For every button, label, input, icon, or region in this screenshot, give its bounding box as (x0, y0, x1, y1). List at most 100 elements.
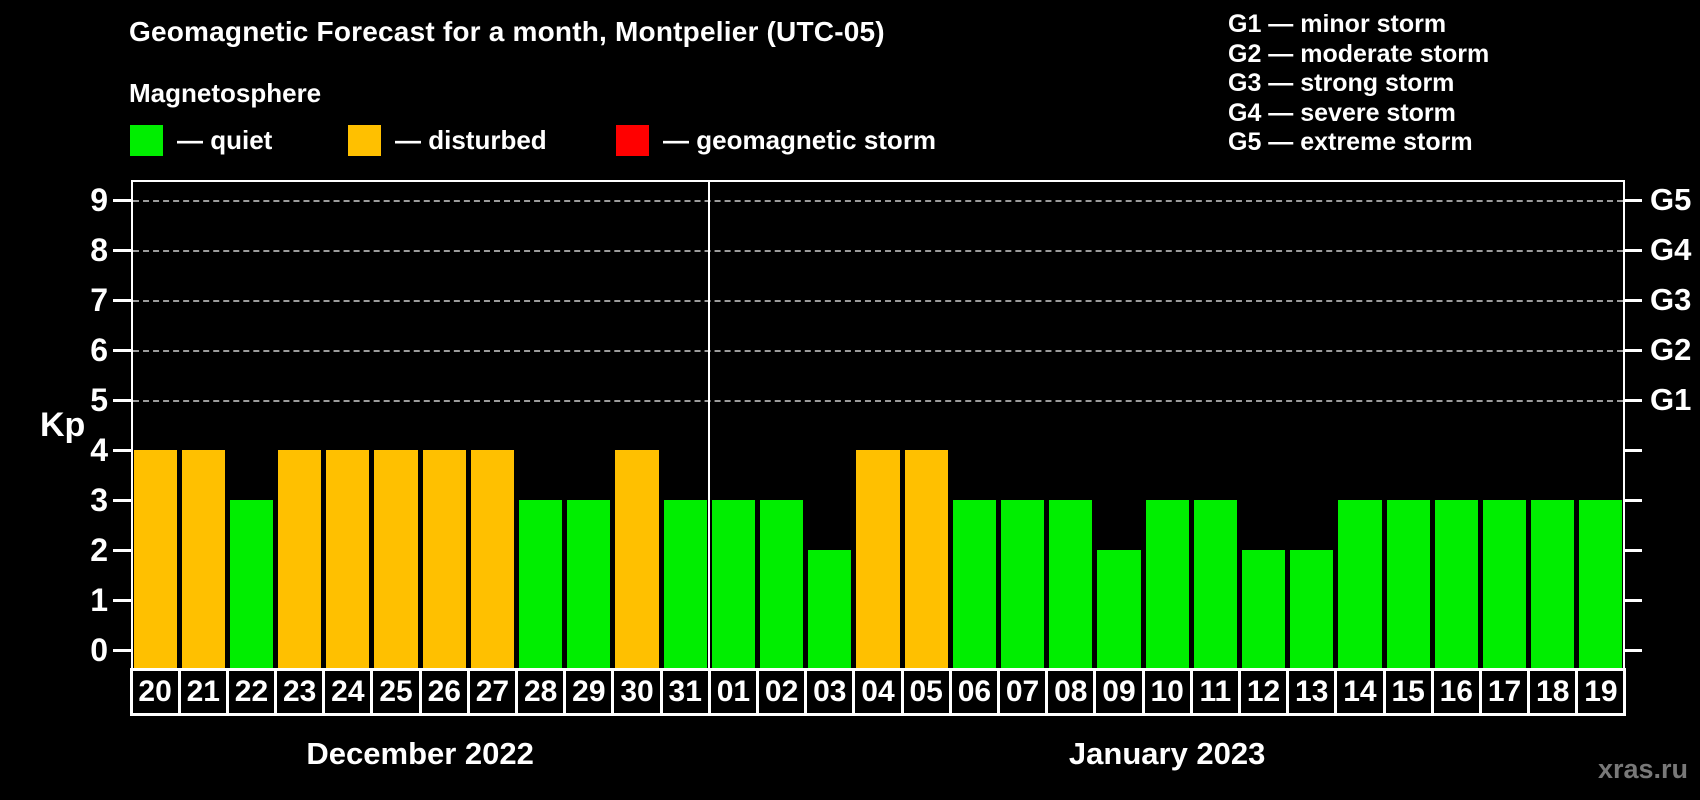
kp-bar-02 (760, 500, 804, 668)
day-label-29: 29 (563, 668, 615, 716)
watermark: xras.ru (1597, 754, 1688, 784)
y-tick-right-6 (1625, 349, 1642, 352)
kp-bar-14 (1338, 500, 1382, 668)
kp-bar-17 (1482, 500, 1527, 668)
y-tick-right-2 (1625, 549, 1642, 552)
day-label-21: 21 (177, 668, 229, 716)
legend: — quiet — disturbed — geomagnetic storm (0, 122, 1700, 162)
day-label-19: 19 (1575, 668, 1627, 716)
kp-bar-16 (1434, 500, 1478, 668)
legend-item-quiet: — quiet (130, 122, 272, 158)
gridline-kp6 (133, 350, 1623, 352)
y-tick-label-7: 7 (90, 281, 108, 318)
y-tick-label-5: 5 (90, 381, 108, 418)
kp-bar-12 (1241, 550, 1286, 668)
y-axis-label: Kp (40, 406, 86, 444)
y-tick-left-6 (113, 349, 131, 352)
g-legend-line-3: G3 — strong storm (1228, 69, 1455, 97)
day-label-14: 14 (1334, 668, 1386, 716)
y-tick-left-3 (113, 499, 131, 502)
y-tick-label-9: 9 (90, 181, 108, 218)
day-label-31: 31 (659, 668, 711, 716)
gridline-kp8 (133, 250, 1623, 252)
gridline-kp5 (133, 400, 1623, 402)
kp-bar-21 (181, 450, 225, 668)
page-title: Geomagnetic Forecast for a month, Montpe… (129, 16, 885, 47)
y-tick-left-1 (113, 599, 131, 602)
day-label-10: 10 (1141, 668, 1193, 716)
g-scale-legend: G1 — minor storm G2 — moderate storm G3 … (1228, 10, 1489, 158)
kp-bar-13 (1290, 550, 1334, 668)
day-label-23: 23 (274, 668, 326, 716)
kp-bar-05 (904, 450, 948, 668)
kp-bar-31 (663, 500, 707, 668)
kp-bar-22 (229, 500, 274, 668)
y-tick-label-4: 4 (90, 431, 108, 468)
y-tick-right-1 (1625, 599, 1642, 602)
day-label-24: 24 (322, 668, 374, 716)
kp-bar-09 (1097, 550, 1141, 668)
day-label-04: 04 (852, 668, 904, 716)
legend-item-disturbed: — disturbed (348, 122, 547, 158)
y-tick-left-4 (113, 449, 131, 452)
day-label-28: 28 (515, 668, 567, 716)
disturbed-swatch-icon (348, 124, 381, 156)
day-label-08: 08 (1045, 668, 1097, 716)
y-tick-label-6: 6 (90, 331, 108, 368)
kp-bar-27 (470, 450, 515, 668)
y-tick-right-0 (1625, 649, 1642, 652)
quiet-swatch-icon (130, 124, 163, 156)
kp-bar-28 (519, 500, 563, 668)
legend-item-storm: — geomagnetic storm (616, 122, 936, 158)
gridline-kp9 (133, 200, 1623, 202)
kp-bar-20 (133, 450, 177, 668)
day-label-18: 18 (1527, 668, 1579, 716)
day-label-16: 16 (1430, 668, 1482, 716)
legend-label-storm: — geomagnetic storm (663, 124, 937, 155)
y-tick-right-3 (1625, 499, 1642, 502)
storm-swatch-icon (616, 124, 649, 156)
kp-bar-23 (278, 450, 322, 668)
y-tick-right-8 (1625, 249, 1642, 252)
chart-subtitle: Magnetosphere (129, 78, 322, 108)
kp-bar-25 (374, 450, 418, 668)
y-tick-left-2 (113, 549, 131, 552)
g-axis-label-G4: G4 (1650, 232, 1692, 267)
day-label-09: 09 (1093, 668, 1145, 716)
gridline-kp7 (133, 300, 1623, 302)
day-label-20: 20 (129, 668, 181, 716)
kp-bar-03 (808, 550, 852, 668)
g-axis-label-G2: G2 (1650, 332, 1692, 367)
plot-area (131, 180, 1625, 668)
day-label-27: 27 (466, 668, 519, 716)
kp-bar-24 (326, 450, 370, 668)
y-tick-label-2: 2 (90, 531, 108, 568)
day-label-05: 05 (900, 668, 952, 716)
kp-bar-26 (422, 450, 466, 668)
kp-bar-11 (1193, 500, 1237, 668)
g-axis-label-G5: G5 (1650, 182, 1692, 217)
month-divider (708, 180, 711, 668)
day-label-01: 01 (707, 668, 759, 716)
g-legend-line-4: G4 — severe storm (1228, 98, 1456, 127)
kp-bar-18 (1531, 500, 1575, 668)
day-label-26: 26 (418, 668, 470, 716)
legend-label-disturbed: — disturbed (395, 124, 547, 155)
kp-bar-19 (1579, 500, 1623, 668)
kp-bar-29 (567, 500, 611, 668)
g-axis-label-G3: G3 (1650, 282, 1692, 317)
kp-bar-07 (1000, 500, 1045, 668)
y-tick-right-7 (1625, 299, 1642, 302)
day-label-22: 22 (225, 668, 278, 716)
day-label-02: 02 (756, 668, 808, 716)
day-label-17: 17 (1478, 668, 1531, 716)
g-axis-label-G1: G1 (1650, 382, 1692, 417)
day-label-13: 13 (1286, 668, 1338, 716)
kp-bar-04 (856, 450, 900, 668)
kp-bar-15 (1386, 500, 1430, 668)
day-label-12: 12 (1237, 668, 1290, 716)
y-tick-label-3: 3 (90, 481, 108, 518)
kp-bar-01 (711, 500, 755, 668)
g-legend-line-1: G1 — minor storm (1228, 10, 1447, 38)
y-tick-label-0: 0 (90, 631, 108, 668)
